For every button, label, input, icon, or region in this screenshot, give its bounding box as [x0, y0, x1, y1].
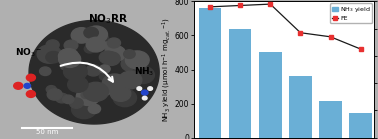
Circle shape: [100, 41, 110, 49]
Circle shape: [26, 74, 36, 81]
Circle shape: [76, 88, 100, 105]
Circle shape: [102, 85, 111, 92]
Bar: [229, 29, 251, 138]
Circle shape: [113, 89, 136, 107]
Circle shape: [14, 82, 23, 89]
Circle shape: [99, 86, 111, 95]
Bar: [319, 101, 342, 138]
Circle shape: [119, 71, 142, 89]
Circle shape: [46, 51, 61, 63]
Circle shape: [63, 95, 74, 104]
Circle shape: [88, 104, 101, 114]
Circle shape: [99, 65, 110, 73]
Circle shape: [74, 84, 84, 92]
Circle shape: [46, 86, 56, 93]
Circle shape: [84, 27, 98, 38]
Circle shape: [124, 50, 135, 58]
Circle shape: [110, 86, 131, 101]
Circle shape: [129, 71, 138, 78]
Circle shape: [64, 40, 78, 50]
Circle shape: [137, 87, 142, 90]
Circle shape: [64, 63, 87, 80]
Circle shape: [47, 89, 62, 100]
Bar: [349, 113, 372, 138]
Circle shape: [81, 91, 90, 98]
Text: 50 nm: 50 nm: [36, 129, 58, 135]
Circle shape: [143, 96, 147, 100]
Circle shape: [99, 73, 108, 80]
Circle shape: [83, 82, 108, 101]
FancyArrowPatch shape: [60, 63, 113, 82]
Circle shape: [70, 98, 83, 108]
Circle shape: [86, 65, 101, 76]
Circle shape: [84, 45, 95, 53]
Circle shape: [40, 67, 51, 75]
Text: NO$_3$$^-$: NO$_3$$^-$: [15, 47, 42, 59]
Circle shape: [71, 28, 91, 43]
Circle shape: [141, 90, 148, 95]
Circle shape: [107, 38, 121, 48]
Circle shape: [99, 51, 116, 64]
Circle shape: [68, 77, 88, 92]
Bar: [199, 8, 222, 138]
Circle shape: [125, 51, 149, 69]
Circle shape: [61, 64, 68, 70]
Circle shape: [59, 51, 81, 67]
Circle shape: [148, 87, 152, 90]
Circle shape: [26, 91, 36, 97]
Legend: NH$_3$ yield, FE: NH$_3$ yield, FE: [330, 3, 372, 23]
Bar: [289, 76, 312, 138]
Circle shape: [46, 40, 59, 50]
Circle shape: [102, 74, 127, 93]
Circle shape: [100, 34, 108, 41]
Circle shape: [24, 83, 31, 88]
Circle shape: [56, 93, 68, 103]
Circle shape: [132, 66, 155, 84]
Polygon shape: [29, 20, 159, 124]
Circle shape: [121, 56, 141, 71]
Circle shape: [102, 83, 111, 89]
Circle shape: [104, 46, 125, 61]
Text: NO$_3$RR: NO$_3$RR: [88, 12, 129, 26]
Circle shape: [85, 26, 107, 43]
Circle shape: [37, 45, 61, 63]
Circle shape: [59, 49, 79, 64]
Bar: [259, 53, 282, 138]
Circle shape: [102, 52, 120, 65]
Circle shape: [86, 37, 105, 52]
Circle shape: [63, 54, 76, 64]
Circle shape: [71, 100, 96, 119]
Y-axis label: NH$_3$ yield (μmol h$^{-1}$ mg$_{cat.}$$^{-1}$): NH$_3$ yield (μmol h$^{-1}$ mg$_{cat.}$$…: [161, 17, 174, 122]
Text: NH$_3$: NH$_3$: [134, 66, 154, 79]
